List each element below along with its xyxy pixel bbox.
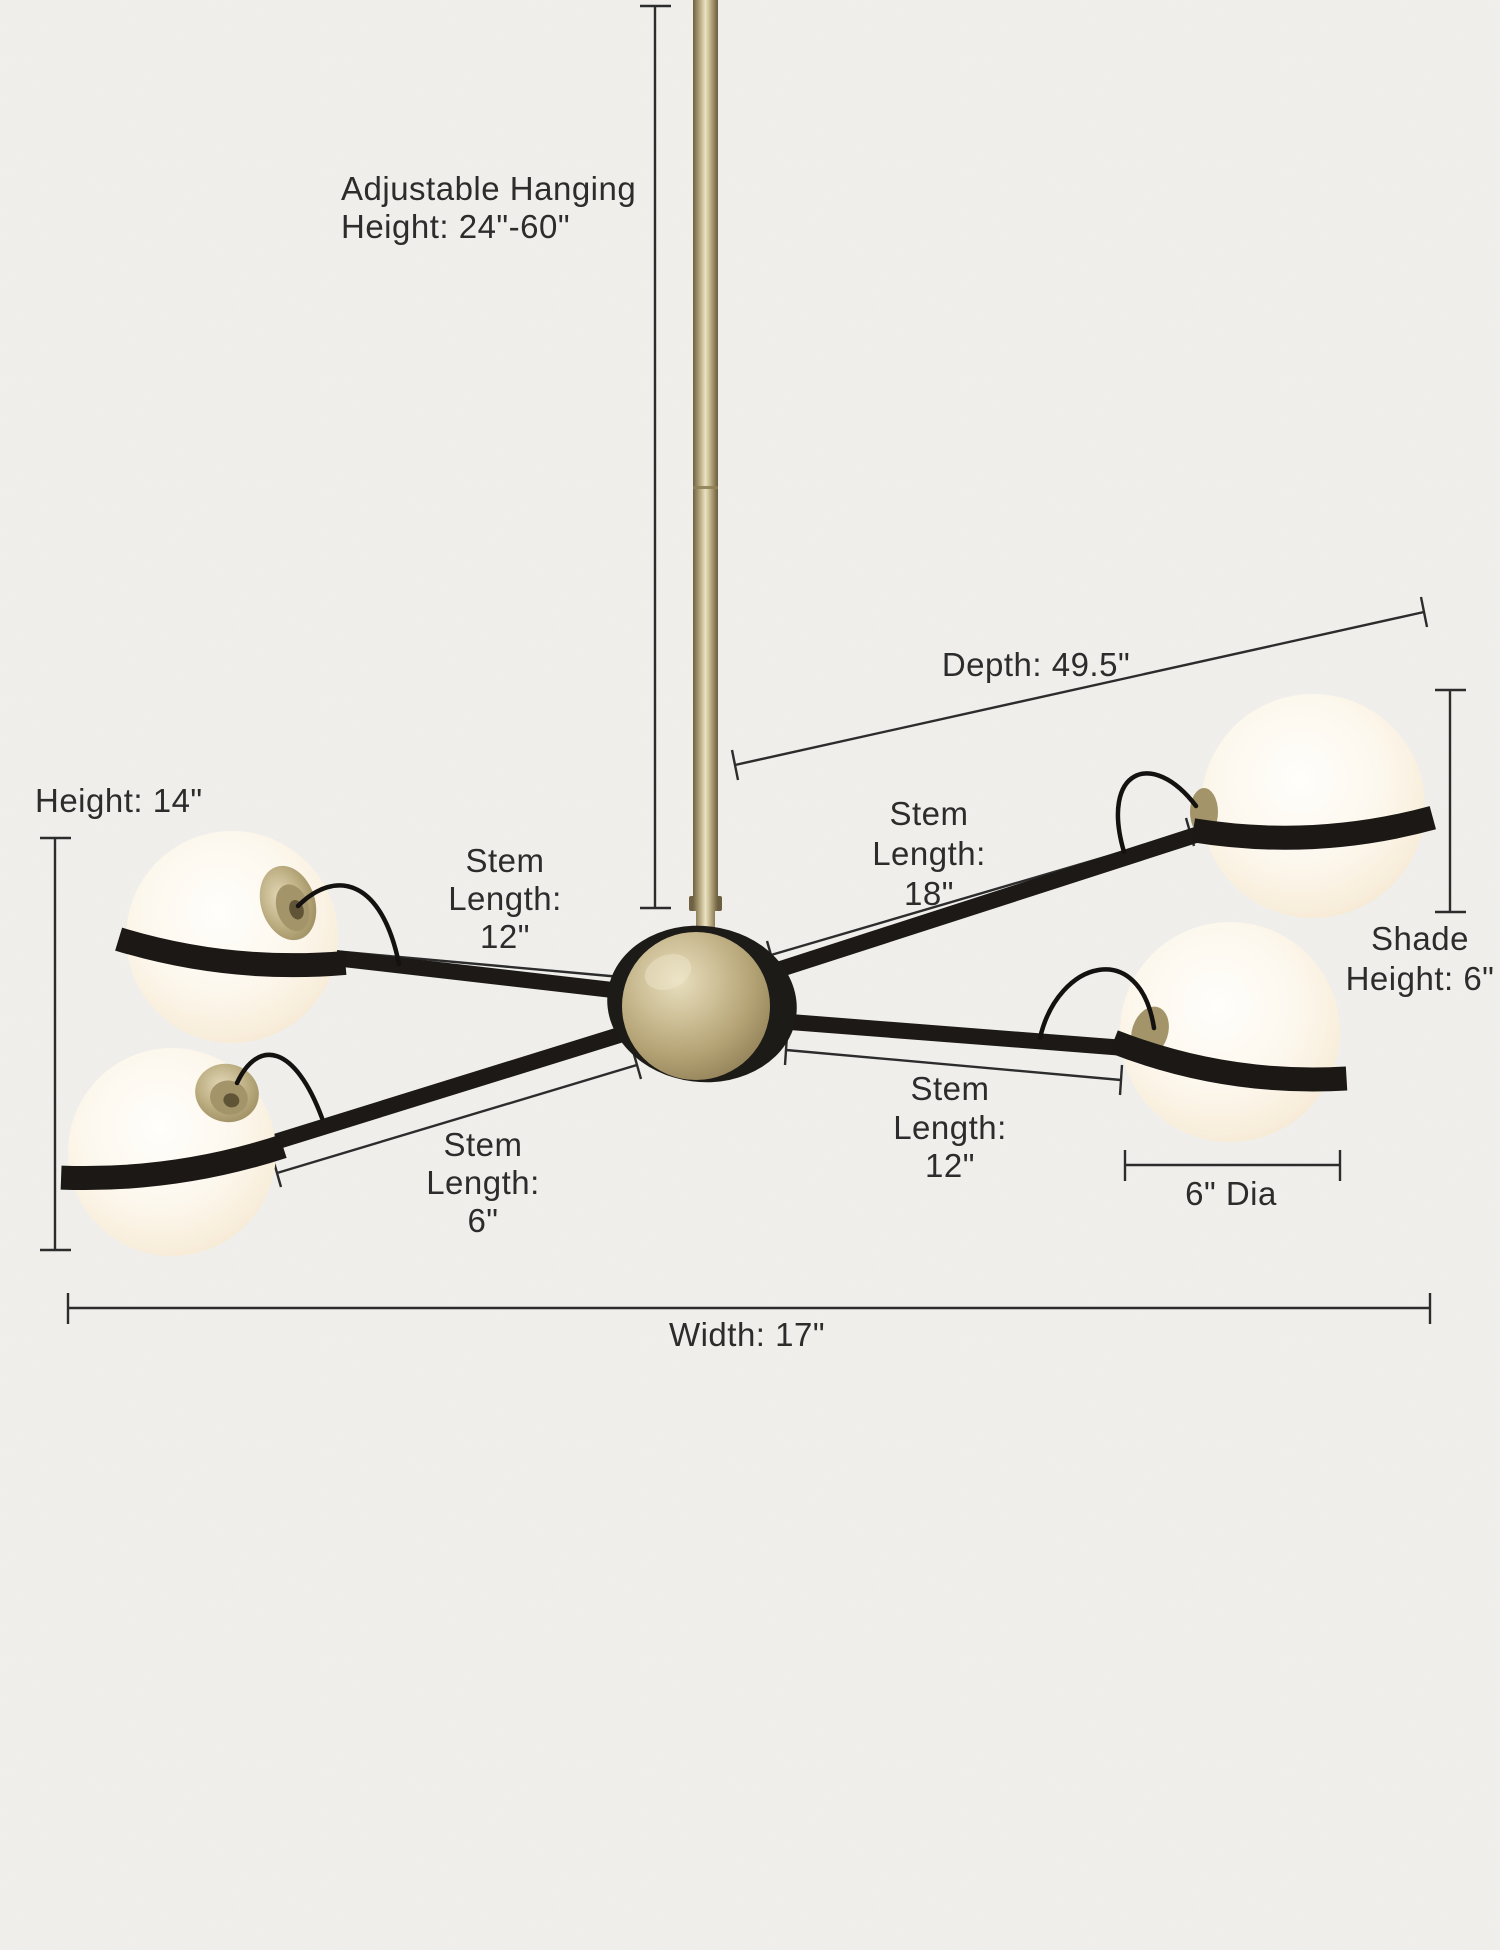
rod-fitting	[689, 896, 722, 911]
globe-shade	[126, 831, 338, 1043]
stem-lower-right-label-line1: Stem	[910, 1070, 989, 1107]
dim-depth: Depth: 49.5"	[730, 596, 1429, 781]
height-label: Height: 14"	[35, 782, 203, 819]
stem-lower-left-label-line3: 6"	[467, 1202, 498, 1239]
stem-upper-right-label-line1: Stem	[889, 795, 968, 832]
dim-stem-lower-left: Stem Length: 6"	[271, 1050, 643, 1239]
hub-sphere	[622, 932, 770, 1080]
globe-lower-right	[1037, 922, 1348, 1142]
dim-shade-diameter: 6" Dia	[1123, 1150, 1342, 1212]
globe-shade	[1201, 694, 1425, 918]
stem-upper-left-label-line2: Length:	[448, 880, 562, 917]
arm-upper-right	[692, 824, 1213, 1003]
globe-wire	[1037, 967, 1157, 1041]
width-label: Width: 17"	[669, 1316, 825, 1353]
hanging-height-label-line1: Adjustable Hanging	[341, 170, 636, 207]
globe-upper-left	[115, 831, 402, 1043]
globe-band	[115, 927, 347, 978]
hub-highlight	[644, 954, 692, 990]
stem-lower-left-label-line1: Stem	[443, 1126, 522, 1163]
hanging-rod	[689, 0, 722, 943]
stem-upper-left-label-line1: Stem	[465, 842, 544, 879]
globe-wire	[1115, 771, 1199, 855]
globe-lower-left	[60, 1048, 325, 1256]
stem-upper-right-label-line2: Length:	[872, 835, 986, 872]
stem-lower-right-label-line3: 12"	[925, 1147, 975, 1184]
dim-stem-upper-left: Stem Length: 12"	[319, 842, 624, 993]
globe-band	[60, 1135, 287, 1191]
hub	[607, 925, 797, 1083]
globe-socket-icon	[259, 865, 317, 941]
rod-joint	[693, 486, 718, 489]
dim-stem-upper-right: Stem Length: 18"	[765, 795, 1196, 970]
dim-width: Width: 17"	[66, 1293, 1432, 1353]
dim-shade-height: Shade Height: 6"	[1346, 688, 1495, 997]
shade-height-label-line1: Shade	[1371, 920, 1469, 957]
dim-hanging-height: Adjustable Hanging Height: 24"-60"	[341, 4, 671, 910]
shade-height-label-line2: Height: 6"	[1346, 960, 1495, 997]
globe-wire	[234, 1052, 325, 1121]
dim-height: Height: 14"	[35, 782, 203, 1252]
stem-lower-right-label-line2: Length:	[893, 1109, 1007, 1146]
depth-label: Depth: 49.5"	[942, 646, 1130, 683]
globe-socket-icon	[195, 1063, 259, 1123]
stem-upper-left-label-line3: 12"	[480, 918, 530, 955]
stem-lower-left-label-line2: Length:	[426, 1164, 540, 1201]
globe-wire	[295, 883, 402, 967]
globe-upper-right	[1115, 694, 1436, 918]
globe-band	[1109, 1030, 1348, 1092]
dim-stem-lower-right: Stem Length: 12"	[783, 1034, 1124, 1184]
globe-band	[1191, 806, 1436, 850]
hanging-height-label-line2: Height: 24"-60"	[341, 208, 570, 245]
stem-upper-right-label-line3: 18"	[904, 875, 954, 912]
shade-diameter-label: 6" Dia	[1185, 1175, 1277, 1212]
